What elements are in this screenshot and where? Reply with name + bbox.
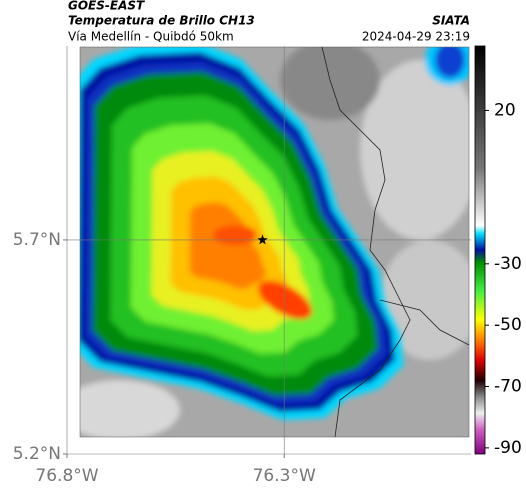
colorbar-label: -50 — [494, 315, 522, 335]
y-tick-label: 5.2°N — [13, 444, 61, 464]
cloud-contour — [189, 202, 266, 289]
x-tick-label: 76.8°W — [35, 466, 98, 486]
colorbar-label: -90 — [494, 438, 522, 458]
colorbar-label: 20 — [494, 100, 516, 120]
satellite-image — [80, 47, 469, 437]
colorbar-label: -30 — [494, 254, 522, 274]
cloud-core — [258, 280, 312, 320]
timestamp: 2024-04-29 23:19 — [362, 30, 470, 44]
colorbar — [474, 45, 486, 455]
route: Vía Medellín - Quibdó 50km — [68, 30, 234, 44]
location-marker — [257, 234, 268, 245]
product: Temperatura de Brillo CH13 — [68, 14, 255, 28]
boundary — [321, 46, 411, 438]
agency: SIATA — [432, 14, 470, 28]
boundary — [379, 299, 470, 346]
x-tick-label: 76.3°W — [253, 466, 316, 486]
cloud-core — [213, 225, 257, 245]
y-tick-label: 5.7°N — [13, 230, 61, 250]
colorbar-label: -70 — [494, 377, 522, 397]
source: GOES-EAST — [68, 0, 145, 13]
